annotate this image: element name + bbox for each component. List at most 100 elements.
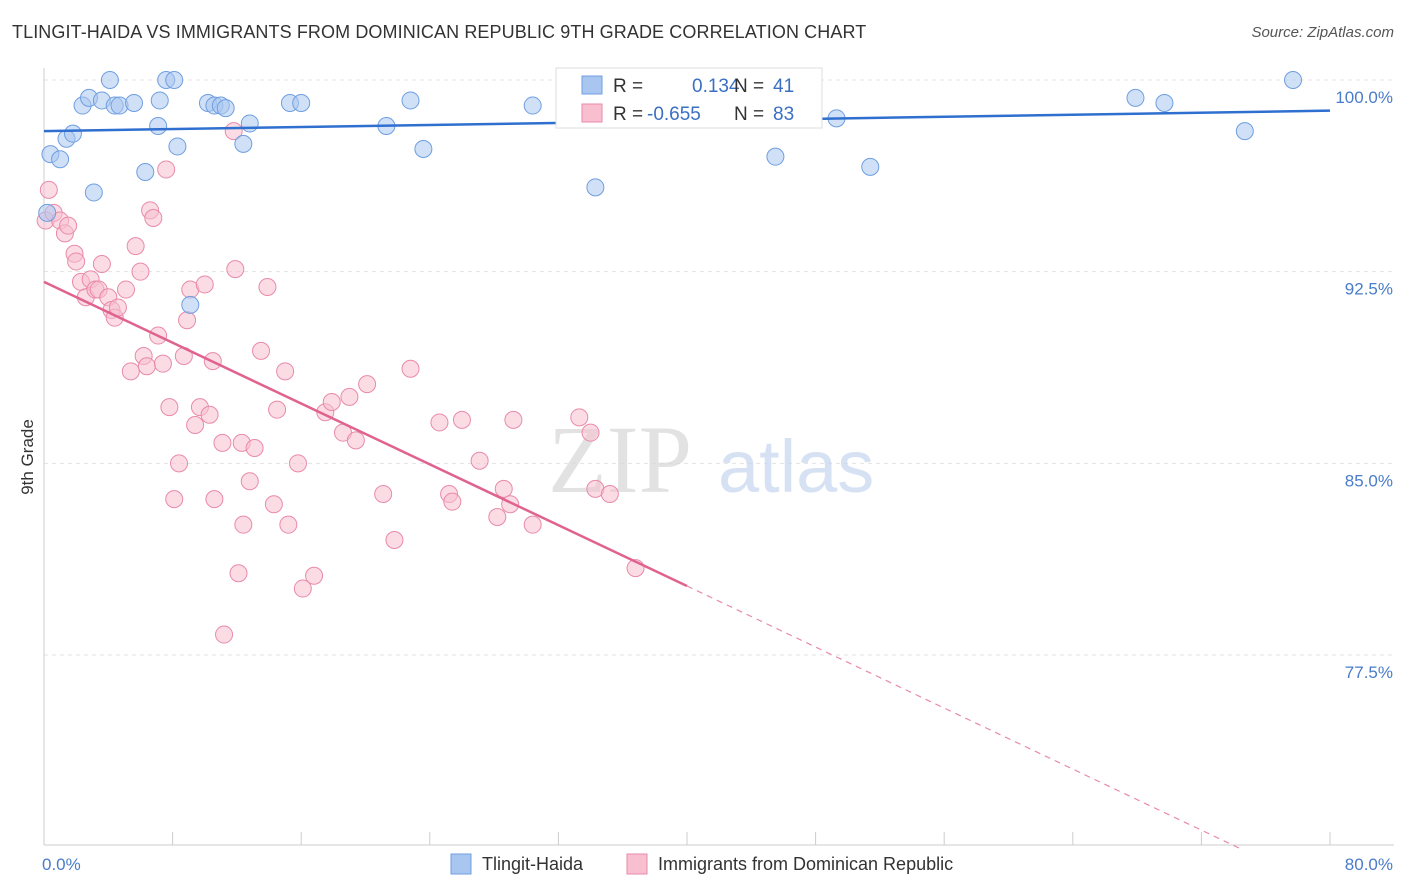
data-point-dominican	[293, 579, 312, 598]
data-point-dominican	[59, 216, 78, 235]
watermark: ZIP atlas	[548, 406, 874, 513]
data-point-dominican	[494, 479, 513, 498]
data-point-tlingit	[1235, 122, 1254, 141]
watermark-atlas: atlas	[718, 425, 874, 508]
data-point-dominican	[340, 387, 359, 406]
data-point-tlingit	[401, 91, 420, 110]
series-legend-label-dominican: Immigrants from Dominican Republic	[658, 854, 953, 874]
data-point-dominican	[195, 275, 214, 294]
data-point-tlingit	[149, 117, 168, 135]
data-point-tlingit	[100, 71, 119, 89]
data-point-dominican	[240, 472, 259, 491]
data-point-dominican	[252, 341, 271, 360]
data-point-dominican	[600, 485, 619, 503]
legend-swatch-tlingit	[581, 75, 603, 95]
data-point-dominican	[157, 160, 176, 179]
data-point-dominican	[488, 508, 507, 526]
data-point-dominican	[523, 515, 542, 534]
data-point-dominican	[170, 454, 189, 473]
data-point-dominican	[346, 431, 365, 450]
series-legend: Tlingit-Haida Immigrants from Dominican …	[450, 853, 953, 875]
data-point-dominican	[126, 237, 145, 256]
data-point-dominican	[160, 398, 179, 417]
trend-line-dominican-extension	[686, 585, 1242, 850]
data-point-tlingit	[1126, 88, 1145, 107]
series-legend-swatch-tlingit	[450, 853, 472, 875]
data-point-dominican	[258, 278, 277, 296]
chart-title: TLINGIT-HAIDA VS IMMIGRANTS FROM DOMINIC…	[12, 22, 867, 42]
grid-lines	[44, 79, 1394, 656]
data-point-dominican	[67, 252, 86, 271]
data-point-tlingit	[84, 183, 103, 202]
data-point-dominican	[137, 357, 156, 376]
legend-r-value-tlingit: 0.134	[692, 76, 740, 97]
axes	[43, 68, 1394, 846]
data-point-dominican	[245, 439, 264, 457]
data-point-dominican	[178, 311, 197, 330]
data-point-dominican	[234, 515, 253, 534]
legend-r-value-dominican: -0.655	[647, 104, 701, 125]
data-point-dominican	[452, 410, 471, 429]
series-dominican-points	[36, 122, 645, 644]
data-point-dominican	[385, 531, 404, 549]
data-point-dominican	[229, 564, 248, 583]
legend-n-label-dominican: N =	[734, 104, 764, 125]
data-point-dominican	[504, 410, 523, 429]
x-ticks	[172, 832, 1331, 845]
data-point-dominican	[200, 405, 219, 424]
y-tick-label: 85.0%	[1345, 471, 1393, 490]
data-point-tlingit	[165, 71, 184, 89]
data-point-dominican	[144, 209, 163, 227]
data-point-dominican	[276, 362, 295, 381]
data-point-dominican	[358, 375, 377, 394]
data-point-dominican	[131, 262, 150, 281]
data-point-tlingit	[1155, 94, 1174, 112]
data-point-dominican	[121, 362, 140, 381]
y-tick-labels: 77.5% 85.0% 92.5% 100.0%	[1335, 88, 1393, 682]
data-point-tlingit	[586, 178, 605, 197]
data-point-dominican	[205, 490, 224, 509]
data-point-tlingit	[51, 150, 70, 169]
legend-r-label-tlingit: R =	[613, 76, 643, 97]
data-point-tlingit	[181, 295, 200, 314]
data-point-tlingit	[766, 147, 785, 166]
data-point-tlingit	[125, 94, 144, 112]
data-point-dominican	[322, 393, 341, 411]
data-point-tlingit	[38, 203, 57, 222]
data-point-tlingit	[414, 140, 433, 158]
y-axis-label: 9th Grade	[18, 419, 37, 495]
series-legend-swatch-dominican	[626, 853, 648, 875]
data-point-tlingit	[292, 94, 311, 112]
y-tick-label: 77.5%	[1345, 663, 1393, 682]
data-point-dominican	[213, 433, 232, 452]
data-point-dominican	[39, 180, 58, 199]
trend-line-dominican	[43, 280, 688, 588]
correlation-legend: R = 0.134 N = 41 R = -0.655 N = 83	[555, 67, 823, 129]
series-tlingit-points	[38, 71, 1303, 314]
legend-r-label-dominican: R =	[613, 104, 643, 125]
data-point-tlingit	[150, 91, 169, 110]
series-legend-label-tlingit: Tlingit-Haida	[482, 854, 584, 874]
x-tick-label-left: 0.0%	[42, 855, 81, 874]
legend-n-value-tlingit: 41	[773, 76, 794, 97]
data-point-dominican	[186, 416, 205, 434]
data-point-tlingit	[523, 96, 542, 115]
data-point-tlingit	[136, 163, 155, 181]
y-tick-label: 100.0%	[1335, 88, 1393, 107]
data-point-dominican	[215, 625, 234, 644]
data-point-dominican	[401, 359, 420, 378]
legend-n-value-dominican: 83	[773, 104, 794, 125]
data-point-tlingit	[1284, 71, 1303, 89]
data-point-dominican	[268, 400, 287, 419]
legend-swatch-dominican	[581, 103, 603, 123]
data-point-dominican	[165, 490, 184, 509]
data-point-tlingit	[240, 114, 259, 133]
data-point-dominican	[570, 408, 589, 427]
data-point-dominican	[443, 492, 462, 511]
chart-source: Source: ZipAtlas.com	[1251, 24, 1394, 41]
data-point-dominican	[430, 413, 449, 432]
legend-n-label-tlingit: N =	[734, 76, 764, 97]
data-point-dominican	[581, 423, 600, 442]
data-point-dominican	[288, 454, 307, 473]
